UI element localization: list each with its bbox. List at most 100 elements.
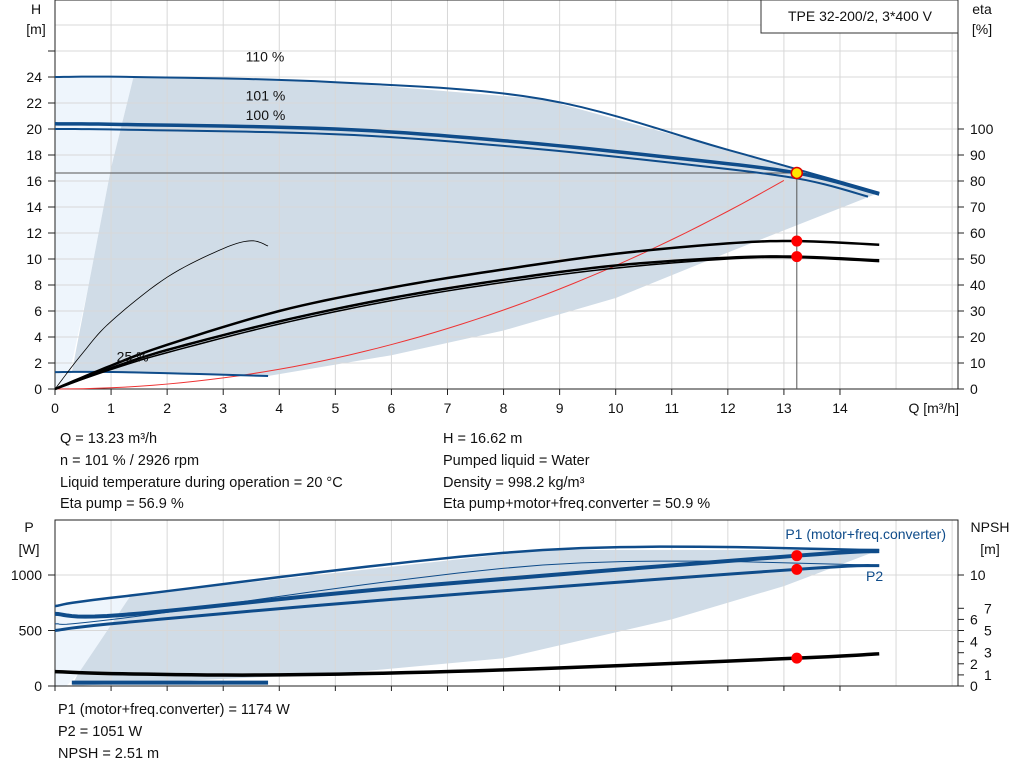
system-curve [54, 179, 785, 390]
eta-curve [54, 255, 880, 391]
info-q: Q = 13.23 m³/h [60, 431, 158, 447]
title-box [760, 0, 959, 34]
info-npsh: NPSH = 2.51 m [58, 746, 160, 762]
y-tick-label: 10 [26, 251, 42, 267]
x-tick-label: 9 [556, 400, 564, 416]
x-tick-label: 7 [444, 400, 452, 416]
npsh-axis-unit: [m] [980, 541, 999, 557]
x-tick-label: 0 [51, 400, 59, 416]
y-tick-label: 2 [34, 355, 42, 371]
eta-tick-label: 50 [970, 251, 986, 267]
eta-tick-label: 0 [970, 381, 978, 397]
duty-point [790, 166, 804, 180]
p-tick-label: 0 [34, 678, 42, 694]
p-axis-unit: [W] [19, 541, 40, 557]
npsh-curve [54, 652, 880, 677]
head-curve-110 [54, 75, 880, 194]
info-p1: P1 (motor+freq.converter) = 1174 W [58, 702, 290, 718]
npsh-tick-label: 1 [984, 667, 992, 683]
curve-label: 101 % [246, 87, 286, 103]
x-axis-label: Q [m³/h] [908, 400, 959, 416]
y-tick-label: 6 [34, 303, 42, 319]
p2-point [791, 563, 803, 575]
x-tick-label: 10 [608, 400, 624, 416]
eta-total-point [791, 251, 803, 263]
eta-tick-label: 10 [970, 355, 986, 371]
curve-label: 100 % [246, 107, 286, 123]
envelope-operating-range [71, 77, 880, 376]
x-tick-label: 6 [388, 400, 396, 416]
eta-curve [54, 240, 269, 390]
npsh-axis-label: NPSH [971, 519, 1010, 535]
x-tick-label: 5 [331, 400, 339, 416]
info-eta-pump: Eta pump = 56.9 % [60, 496, 184, 512]
eta-curve [54, 239, 880, 391]
power-envelope [71, 550, 880, 686]
h-axis-label: H [31, 1, 41, 17]
info-temperature: Liquid temperature during operation = 20… [60, 475, 343, 491]
info-p2: P2 = 1051 W [58, 724, 143, 740]
eta-pump-point [791, 235, 803, 247]
eta-tick-label: 20 [970, 329, 986, 345]
power-curve [54, 560, 880, 625]
eta-axis-unit: [%] [972, 21, 992, 37]
npsh-tick-label: 10 [970, 567, 986, 583]
head-curve-25 [54, 370, 269, 377]
p2-legend-label: P2 [866, 568, 883, 584]
eta-tick-label: 40 [970, 277, 986, 293]
curve-label: 110 % [246, 48, 285, 64]
power-curve [54, 545, 880, 608]
power-curve [54, 549, 880, 619]
y-tick-label: 22 [26, 95, 42, 111]
eta-tick-label: 60 [970, 225, 986, 241]
npsh-point [791, 652, 803, 664]
y-tick-label: 4 [34, 329, 42, 345]
p-tick-label: 1000 [11, 567, 42, 583]
y-tick-label: 24 [26, 69, 42, 85]
npsh-tick-label: 0 [970, 678, 978, 694]
info-head: H = 16.62 m [443, 431, 523, 447]
p-axis-label: P [24, 519, 33, 535]
y-tick-label: 18 [26, 147, 42, 163]
x-tick-label: 11 [664, 400, 679, 416]
x-tick-label: 3 [219, 400, 227, 416]
plot-frame [54, 0, 959, 390]
y-tick-label: 14 [26, 199, 42, 215]
info-liquid: Pumped liquid = Water [443, 453, 590, 469]
info-eta-total: Eta pump+motor+freq.converter = 50.9 % [443, 496, 711, 512]
eta-tick-label: 100 [970, 121, 994, 137]
info-density: Density = 998.2 kg/m³ [443, 475, 585, 491]
eta-tick-label: 30 [970, 303, 986, 319]
y-tick-label: 8 [34, 277, 42, 293]
npsh-tick-label: 2 [970, 656, 978, 672]
head-chart: 0 1 2 3 4 5 6 7 8 9 10 11 12 13 1402468101214161820222… [26, 0, 994, 416]
eta-tick-label: 80 [970, 173, 986, 189]
y-tick-label: 12 [26, 225, 42, 241]
x-tick-label: 8 [500, 400, 508, 416]
curve-label: 25 % [117, 349, 149, 365]
info-speed: n = 101 % / 2926 rpm [60, 453, 200, 469]
power-curve [54, 564, 880, 632]
x-tick-label: 1 [107, 400, 115, 416]
x-tick-label: 12 [720, 400, 736, 416]
x-tick-label: 14 [832, 400, 848, 416]
y-tick-label: 20 [26, 121, 42, 137]
npsh-tick-label: 3 [984, 645, 992, 661]
npsh-tick-label: 6 [970, 611, 978, 627]
eta-tick-label: 90 [970, 147, 986, 163]
y-tick-label: 16 [26, 173, 42, 189]
x-tick-label: 2 [163, 400, 171, 416]
eta-curve [54, 256, 880, 390]
x-tick-label: 4 [275, 400, 283, 416]
x-tick-label: 13 [776, 400, 792, 416]
h-axis-unit: [m] [26, 21, 45, 37]
npsh-tick-label: 5 [984, 623, 992, 639]
plot-frame [54, 519, 959, 687]
p-tick-label: 500 [19, 623, 43, 639]
npsh-tick-label: 7 [984, 600, 992, 616]
npsh-tick-label: 4 [970, 634, 978, 650]
p1-point [791, 550, 803, 562]
